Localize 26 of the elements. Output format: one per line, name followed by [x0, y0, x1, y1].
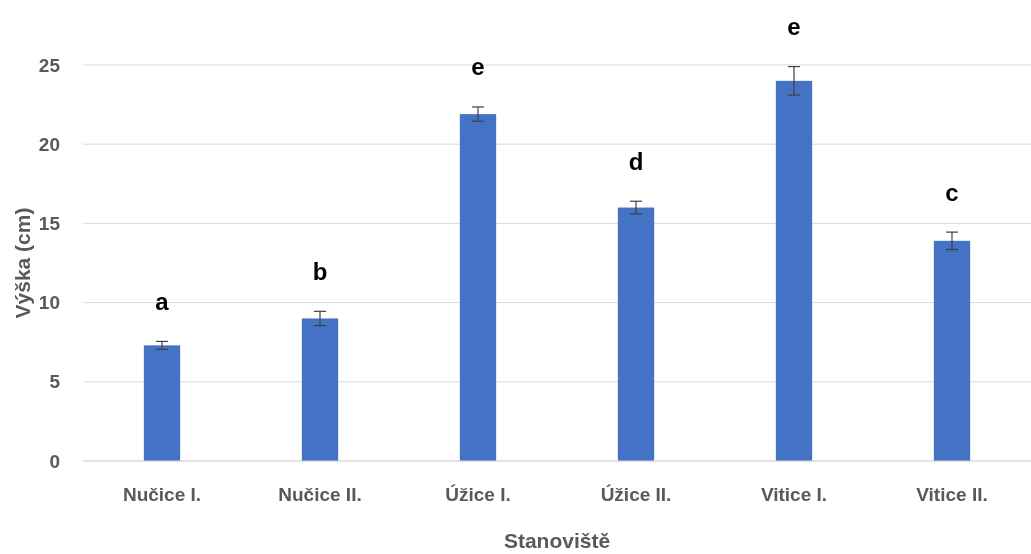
- annotation: c: [945, 178, 959, 206]
- bar: [617, 207, 655, 461]
- annotation: e: [471, 53, 485, 81]
- annotation: b: [312, 257, 328, 285]
- y-axis-title: Výška (cm): [11, 207, 34, 319]
- x-tick-label: Úžice I.: [445, 484, 511, 505]
- x-tick-label: Vitice I.: [760, 484, 828, 505]
- bar: [459, 114, 497, 461]
- x-axis-title: Stanoviště: [503, 529, 611, 552]
- bar: [143, 345, 181, 461]
- bar: [301, 318, 339, 461]
- x-tick-label: Vitice II.: [916, 484, 988, 505]
- y-tick-label: 20: [38, 133, 60, 155]
- y-tick-label: 0: [49, 450, 60, 472]
- annotation: d: [628, 147, 644, 175]
- x-tick-label: Nučice I.: [122, 484, 202, 505]
- annotation: a: [155, 287, 170, 315]
- bar: [775, 80, 813, 461]
- y-tick-label: 25: [38, 54, 61, 76]
- text: e: [787, 12, 801, 40]
- y-tick-label: 5: [49, 371, 61, 393]
- bar: [933, 240, 971, 461]
- y-tick-label: 10: [38, 292, 60, 314]
- x-tick-label: Úžice II.: [600, 484, 672, 505]
- x-tick-label: Nučice II.: [278, 484, 362, 505]
- y-tick-label: 15: [38, 213, 61, 235]
